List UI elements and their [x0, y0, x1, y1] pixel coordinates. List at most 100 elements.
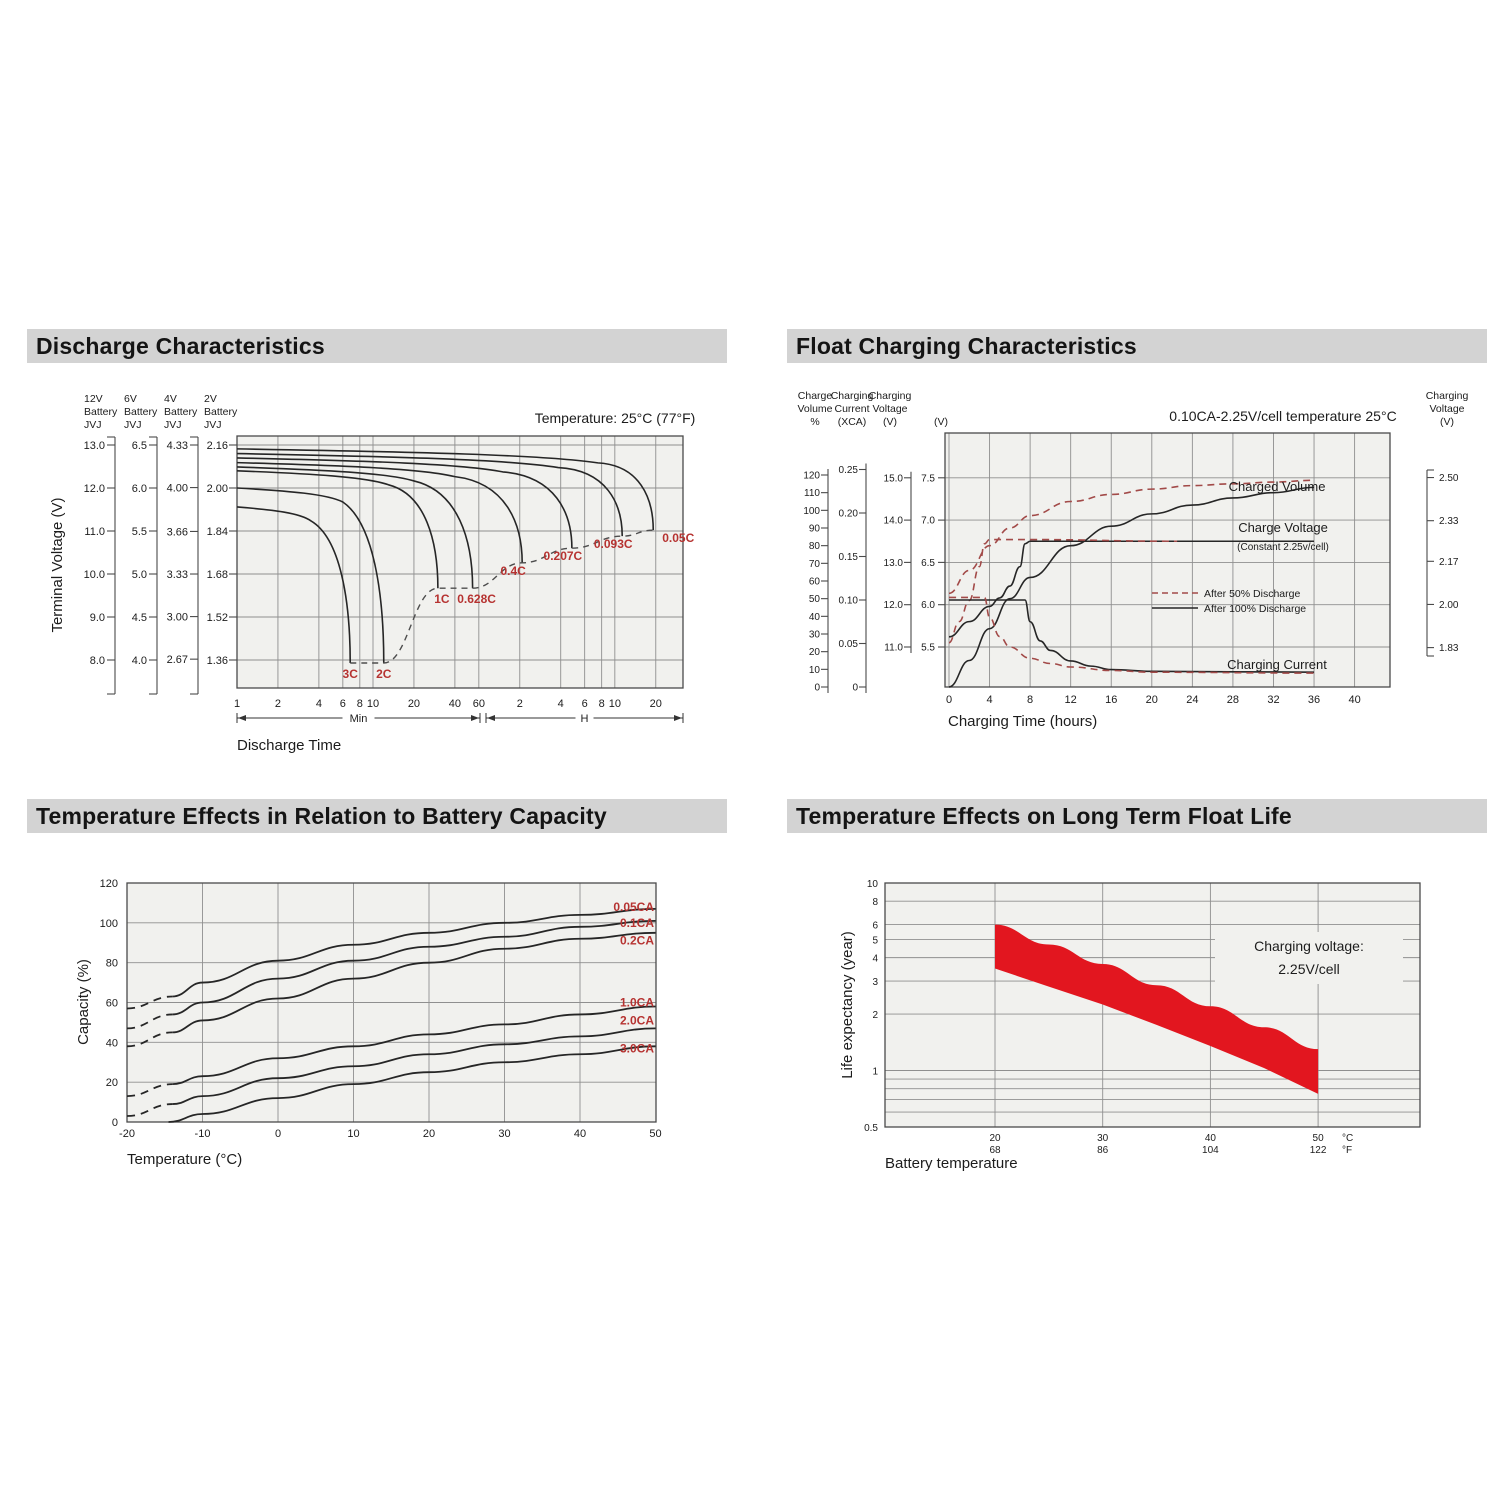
- svg-text:20: 20: [408, 698, 420, 710]
- svg-text:14.0: 14.0: [884, 516, 904, 527]
- svg-text:3.66: 3.66: [167, 526, 188, 538]
- svg-text:8: 8: [872, 897, 878, 908]
- svg-text:104: 104: [1202, 1145, 1219, 1156]
- svg-text:60: 60: [473, 698, 485, 710]
- plot-border: [944, 432, 1391, 688]
- svg-text:4.00: 4.00: [167, 483, 188, 495]
- svg-text:36: 36: [1308, 694, 1320, 706]
- svg-text:0: 0: [275, 1128, 281, 1140]
- section-header-temp-capacity: Temperature Effects in Relation to Batte…: [27, 799, 727, 833]
- svg-text:Battery: Battery: [84, 406, 118, 418]
- svg-text:5: 5: [872, 935, 878, 946]
- svg-text:Charge: Charge: [798, 390, 833, 402]
- svg-text:30: 30: [1097, 1133, 1109, 1144]
- svg-text:2: 2: [872, 1010, 878, 1021]
- svg-text:60: 60: [106, 997, 118, 1009]
- svg-text:H: H: [581, 713, 589, 725]
- svg-text:68: 68: [989, 1145, 1001, 1156]
- svg-text:0.05CA: 0.05CA: [613, 900, 654, 914]
- svg-text:20: 20: [106, 1077, 118, 1089]
- svg-text:Discharge Time: Discharge Time: [237, 737, 341, 754]
- svg-text:Charging: Charging: [831, 390, 874, 402]
- svg-text:8.0: 8.0: [90, 655, 105, 667]
- svg-text:0.628C: 0.628C: [457, 592, 496, 606]
- svg-text:20: 20: [423, 1128, 435, 1140]
- svg-text:4.0: 4.0: [132, 655, 147, 667]
- svg-text:80: 80: [809, 541, 821, 552]
- svg-text:Life expectancy (year): Life expectancy (year): [839, 931, 856, 1079]
- svg-text:2: 2: [275, 698, 281, 710]
- svg-text:4.33: 4.33: [167, 440, 188, 452]
- svg-text:1.83: 1.83: [1439, 643, 1459, 654]
- svg-text:80: 80: [106, 958, 118, 970]
- svg-text:8: 8: [599, 698, 605, 710]
- svg-text:Min: Min: [350, 713, 368, 725]
- float-life-chart: Charging voltage:2.25V/cell1086543210.52…: [839, 879, 1421, 1172]
- svg-text:5.5: 5.5: [921, 643, 935, 654]
- svg-text:2: 2: [517, 698, 523, 710]
- svg-text:Charging voltage:: Charging voltage:: [1254, 938, 1364, 954]
- svg-text:15.0: 15.0: [884, 473, 904, 484]
- svg-text:40: 40: [106, 1037, 118, 1049]
- svg-text:Charging Current: Charging Current: [1227, 657, 1327, 672]
- x-axis-label: Battery temperature: [885, 1155, 1018, 1172]
- series-charge_voltage_after_50pct: [948, 538, 1178, 644]
- svg-text:12V: 12V: [84, 393, 103, 405]
- svg-text:4: 4: [558, 698, 564, 710]
- svg-text:2.25V/cell: 2.25V/cell: [1278, 961, 1339, 977]
- svg-text:2.16: 2.16: [207, 440, 228, 452]
- section-title-temp-capacity: Temperature Effects in Relation to Batte…: [36, 803, 607, 829]
- svg-text:10: 10: [609, 698, 621, 710]
- svg-text:0: 0: [852, 683, 858, 694]
- x-range-arrows: Min H: [236, 711, 684, 725]
- svg-text:0.05C: 0.05C: [662, 531, 694, 545]
- svg-text:50: 50: [1313, 1133, 1325, 1144]
- svg-text:(V): (V): [1440, 416, 1454, 428]
- svg-text:Charge Voltage: Charge Voltage: [1238, 520, 1328, 535]
- temperature-annotation: Temperature: 25°C (77°F): [535, 410, 696, 426]
- y-axis-label: Terminal Voltage (V): [49, 497, 66, 632]
- svg-text:2.33: 2.33: [1439, 516, 1459, 527]
- svg-text:1.36: 1.36: [207, 655, 228, 667]
- series-charged_volume_after_100pct: [948, 486, 1315, 688]
- svg-text:0: 0: [946, 694, 952, 706]
- svg-text:0.207C: 0.207C: [544, 549, 583, 563]
- plot-background: [945, 433, 1390, 687]
- inline-labels: Charged Volume Charge Voltage (Constant 2.…: [1227, 479, 1329, 672]
- svg-text:Charging Time (hours): Charging Time (hours): [948, 713, 1097, 730]
- svg-text:100: 100: [100, 918, 118, 930]
- svg-text:70: 70: [809, 559, 821, 570]
- svg-text:2V: 2V: [204, 393, 217, 405]
- svg-text:Battery: Battery: [164, 406, 198, 418]
- svg-text:60: 60: [809, 576, 821, 587]
- svg-text:86: 86: [1097, 1145, 1109, 1156]
- svg-text:Temperature: 25°C (77°F): Temperature: 25°C (77°F): [535, 410, 696, 426]
- svg-text:4: 4: [316, 698, 322, 710]
- svg-text:9.0: 9.0: [90, 612, 105, 624]
- svg-text:20: 20: [809, 647, 821, 658]
- series: [948, 479, 1315, 688]
- svg-text:4.5: 4.5: [132, 612, 147, 624]
- x-axis-label: Temperature (°C): [127, 1151, 242, 1168]
- svg-text:1.52: 1.52: [207, 612, 228, 624]
- life-expectancy-band: [995, 924, 1319, 1094]
- condition-annotation: 0.10CA-2.25V/cell temperature 25°C: [1169, 408, 1396, 424]
- svg-text:20: 20: [1146, 694, 1158, 706]
- section-header-float-charging: Float Charging Characteristics: [787, 329, 1487, 363]
- voltage-scales: 13.012.011.010.09.08.012VBatteryJVJ6.56.…: [84, 393, 238, 695]
- temp-capacity-chart: 0.05CA 0.1CA 0.2CA 1.0CA 2.0CA 3.0CA 0 20 40 60 80…: [75, 878, 662, 1168]
- svg-text:3.33: 3.33: [167, 569, 188, 581]
- svg-text:4V: 4V: [164, 393, 177, 405]
- svg-text:30: 30: [809, 629, 821, 640]
- charging-voltage-annotation: Charging voltage: 2.25V/cell: [1215, 932, 1403, 984]
- svg-text:120: 120: [803, 470, 820, 481]
- svg-text:°C: °C: [1342, 1133, 1353, 1144]
- left-scales: 1201101009080706050403020100ChargeVolume…: [797, 390, 948, 694]
- svg-text:JVJ: JVJ: [84, 419, 102, 431]
- svg-text:Volume: Volume: [797, 403, 832, 415]
- svg-text:-20: -20: [119, 1128, 135, 1140]
